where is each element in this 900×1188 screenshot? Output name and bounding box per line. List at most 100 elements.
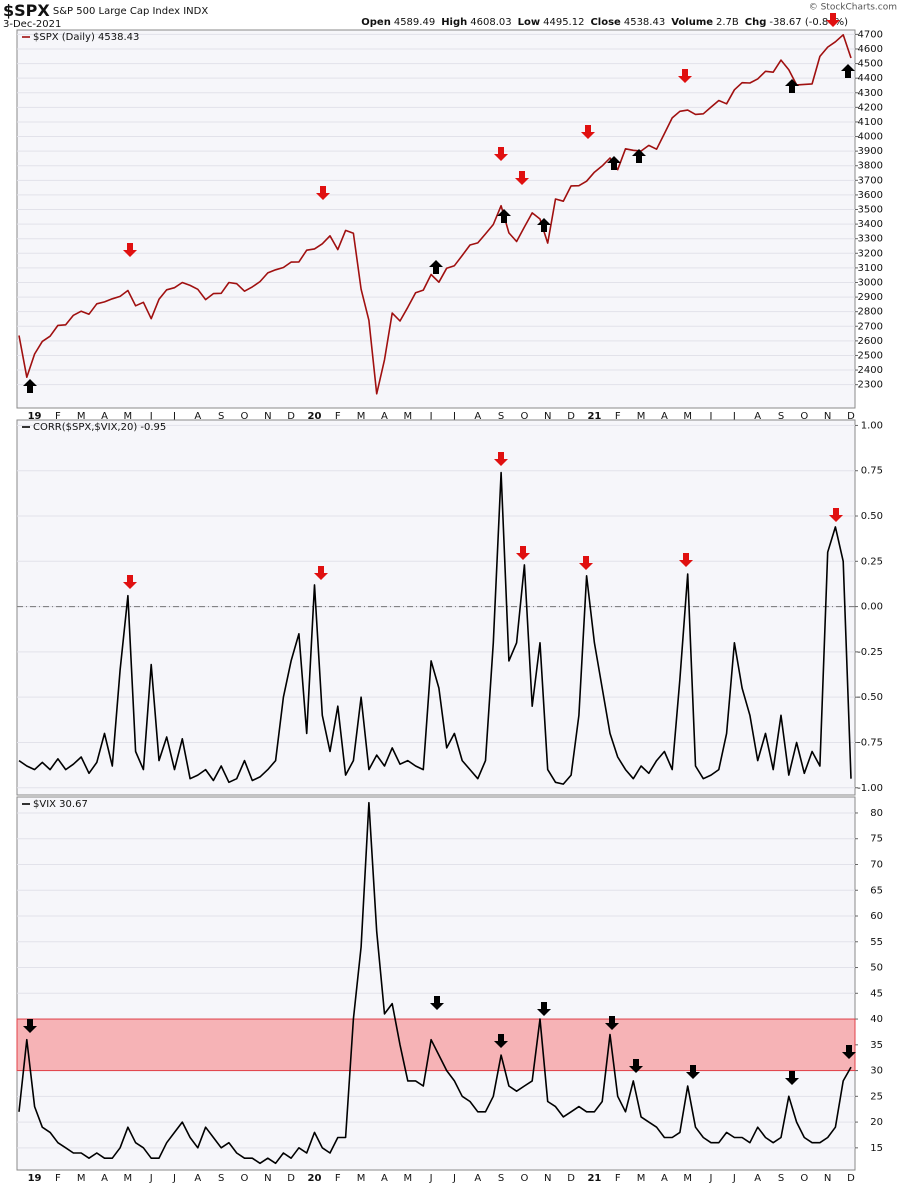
arrow-down (581, 125, 595, 139)
y-tick-label: 2800 (858, 307, 883, 318)
y-tick-label: 55 (870, 937, 883, 948)
x-tick-label: 19 (28, 411, 42, 422)
y-tick-label: -1.00 (857, 783, 883, 794)
x-tick-label: F (55, 411, 61, 422)
x-tick-label: J (172, 411, 176, 422)
x-tick-label: N (824, 411, 831, 422)
y-tick-label: 60 (870, 911, 883, 922)
x-tick-label: O (241, 1173, 249, 1184)
y-tick-label: 3800 (858, 161, 883, 172)
x-tick-label: 21 (587, 1173, 601, 1184)
symbol: $SPX (3, 1, 50, 20)
x-tick-label: M (124, 411, 133, 422)
x-tick-label: J (732, 411, 736, 422)
index-name: S&P 500 Large Cap Index (53, 6, 180, 17)
credit: © StockCharts.com (809, 3, 897, 13)
quote-value: 4608.03 (470, 17, 511, 28)
band (16, 1018, 856, 1072)
y-tick-label: 4500 (858, 59, 883, 70)
panel (16, 419, 856, 796)
quote-value: 4538.43 (624, 17, 665, 28)
arrow-up (23, 379, 37, 393)
arrow-down (686, 1065, 700, 1079)
y-tick-label: 3400 (858, 219, 883, 230)
y-tick-label: 65 (870, 885, 883, 896)
series-line (18, 34, 852, 395)
y-tick-label: 45 (870, 988, 883, 999)
arrow-down (314, 566, 328, 580)
y-tick-label: 3900 (858, 146, 883, 157)
y-tick-label: 2600 (858, 336, 883, 347)
quote-label: Volume (671, 17, 713, 28)
x-tick-label: J (149, 1173, 153, 1184)
y-tick-label: -0.50 (857, 692, 883, 703)
x-tick-label: M (357, 411, 366, 422)
x-tick-label: D (567, 411, 575, 422)
arrow-down (785, 1071, 799, 1085)
x-tick-label: M (403, 1173, 412, 1184)
x-tick-label: S (498, 1173, 504, 1184)
x-tick-label: M (683, 411, 692, 422)
legend-label: $VIX 30.67 (33, 799, 88, 810)
x-tick-label: D (567, 1173, 575, 1184)
arrow-down (679, 553, 693, 567)
x-tick-label: N (264, 411, 271, 422)
x-tick-label: A (194, 1173, 201, 1184)
y-tick-label: 70 (870, 859, 883, 870)
exchange: INDX (183, 6, 208, 17)
y-tick-label: 3300 (858, 234, 883, 245)
quote-label: Close (590, 17, 621, 28)
quote-value: -38.67 (-0.84%) (769, 17, 848, 28)
arrow-down (123, 575, 137, 589)
y-tick-label: 4400 (858, 73, 883, 84)
x-tick-label: F (615, 411, 621, 422)
arrow-up (537, 218, 551, 232)
x-tick-label: M (683, 1173, 692, 1184)
arrow-down (515, 171, 529, 185)
y-tick-label: 35 (870, 1040, 883, 1051)
x-tick-label: M (357, 1173, 366, 1184)
x-tick-label: F (55, 1173, 61, 1184)
y-tick-label: 40 (870, 1014, 883, 1025)
quote-label: Chg (745, 17, 767, 28)
x-tick-label: A (381, 1173, 388, 1184)
x-tick-label: F (335, 411, 341, 422)
x-tick-label: M (124, 1173, 133, 1184)
legend-label: CORR($SPX,$VIX,20) -0.95 (33, 422, 166, 433)
x-tick-label: A (101, 411, 108, 422)
y-tick-label: 2900 (858, 292, 883, 303)
panel (16, 29, 856, 409)
y-tick-label: 0.00 (861, 602, 883, 613)
arrow-down (629, 1059, 643, 1073)
y-tick-label: 4000 (858, 132, 883, 143)
quote-label: Open (361, 17, 391, 28)
x-tick-label: M (77, 411, 86, 422)
x-tick-label: J (452, 1173, 456, 1184)
y-tick-label: 50 (870, 963, 883, 974)
arrow-down (537, 1002, 551, 1016)
x-tick-label: D (287, 411, 295, 422)
y-tick-label: 4600 (858, 44, 883, 55)
arrow-up (841, 64, 855, 78)
y-tick-label: 15 (870, 1143, 883, 1154)
arrow-down (826, 13, 840, 27)
x-tick-label: N (544, 1173, 551, 1184)
y-tick-label: 25 (870, 1091, 883, 1102)
x-tick-label: 19 (28, 1173, 42, 1184)
x-tick-label: D (847, 1173, 855, 1184)
y-tick-label: 4100 (858, 117, 883, 128)
y-tick-label: 3100 (858, 263, 883, 274)
quote-label: High (441, 17, 467, 28)
x-tick-label: J (429, 1173, 433, 1184)
arrow-up (632, 149, 646, 163)
x-tick-label: A (754, 411, 761, 422)
arrow-down (494, 452, 508, 466)
y-tick-label: 30 (870, 1066, 883, 1077)
y-tick-label: -0.25 (857, 647, 883, 658)
y-tick-label: 20 (870, 1117, 883, 1128)
x-tick-label: M (637, 1173, 646, 1184)
x-tick-label: A (194, 411, 201, 422)
x-tick-label: S (778, 411, 784, 422)
x-tick-label: F (335, 1173, 341, 1184)
